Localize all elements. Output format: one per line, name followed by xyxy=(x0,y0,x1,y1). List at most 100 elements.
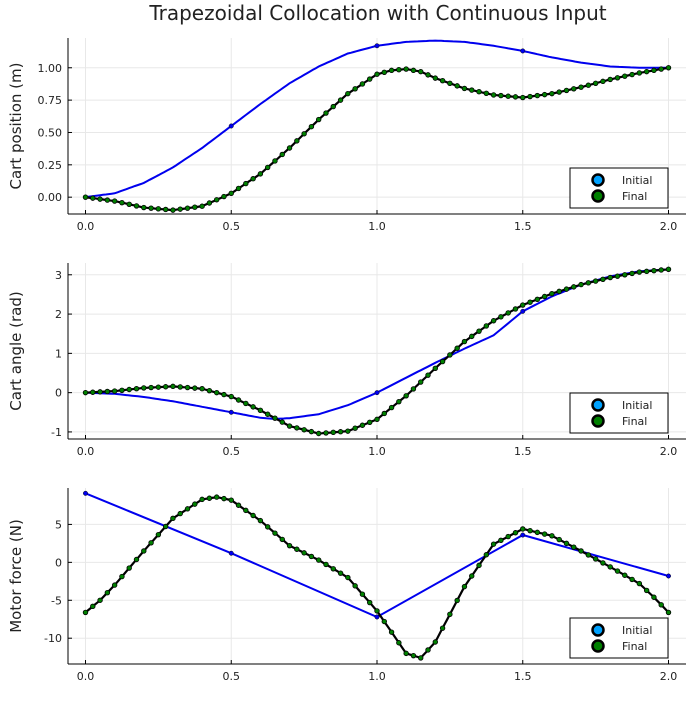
final-marker xyxy=(556,536,562,543)
final-marker xyxy=(556,288,562,295)
final-marker xyxy=(643,68,650,75)
final-marker xyxy=(359,422,366,428)
final-marker xyxy=(235,185,242,192)
final-marker xyxy=(418,655,424,661)
final-marker xyxy=(461,338,468,345)
final-marker xyxy=(403,66,409,72)
final-marker xyxy=(308,428,315,435)
final-marker xyxy=(454,83,460,89)
final-marker xyxy=(141,385,147,391)
final-marker xyxy=(381,69,387,75)
legend-initial-label: Initial xyxy=(622,624,652,637)
final-marker xyxy=(279,536,285,543)
final-marker xyxy=(585,82,592,88)
final-marker xyxy=(199,203,205,209)
y-axis-label: Cart angle (rad) xyxy=(7,291,25,410)
final-marker xyxy=(257,171,264,177)
final-marker xyxy=(520,526,526,532)
final-marker xyxy=(622,572,628,578)
final-marker xyxy=(643,268,650,275)
final-marker xyxy=(323,430,329,436)
final-marker xyxy=(257,407,264,414)
final-marker xyxy=(170,383,176,390)
final-marker xyxy=(432,639,439,645)
final-marker xyxy=(651,594,657,600)
final-marker xyxy=(345,90,351,97)
final-marker xyxy=(213,197,220,203)
final-marker xyxy=(97,389,103,395)
legend-initial-swatch xyxy=(591,173,605,187)
final-marker xyxy=(396,398,402,405)
final-marker xyxy=(600,276,606,283)
final-marker xyxy=(629,270,635,277)
final-marker xyxy=(563,87,570,94)
final-marker xyxy=(104,197,111,203)
final-marker xyxy=(549,90,555,97)
final-marker xyxy=(520,302,526,308)
final-marker xyxy=(345,428,351,434)
final-marker xyxy=(498,314,504,320)
initial-marker xyxy=(228,550,234,556)
final-marker xyxy=(636,269,643,275)
y-tick-label: -5 xyxy=(51,594,62,607)
final-marker xyxy=(396,67,402,73)
final-marker xyxy=(177,510,183,517)
final-marker xyxy=(294,546,300,552)
final-marker xyxy=(578,84,584,90)
final-marker xyxy=(549,533,555,539)
x-tick-label: 0.0 xyxy=(77,670,95,683)
final-marker xyxy=(97,597,103,603)
final-marker xyxy=(337,429,344,435)
final-marker xyxy=(330,429,336,436)
final-marker xyxy=(396,640,402,646)
final-marker xyxy=(563,540,570,547)
subplots: 0.0 0.5 1.0 1.5 2.00.000.250.500.751.00Cart … xyxy=(7,38,686,683)
legend-initial-label: Initial xyxy=(622,174,652,187)
series-final xyxy=(82,65,672,213)
series-final xyxy=(82,266,672,437)
final-marker xyxy=(549,290,555,297)
x-tick-label: 0.5 xyxy=(222,670,240,683)
legend-box xyxy=(569,167,669,209)
final-marker xyxy=(600,78,606,85)
x-tick-label: 1.0 xyxy=(368,445,386,458)
final-marker xyxy=(264,411,271,417)
final-marker xyxy=(235,502,242,508)
y-tick-label: 0.25 xyxy=(38,159,63,172)
y-axis-label: Cart position (m) xyxy=(7,63,25,190)
final-marker xyxy=(439,78,446,84)
final-marker xyxy=(578,548,584,554)
initial-marker xyxy=(374,390,380,396)
legend-final-label: Final xyxy=(622,415,647,428)
y-tick-label: -10 xyxy=(44,632,62,645)
final-marker xyxy=(126,386,132,393)
initial-marker xyxy=(520,48,526,54)
final-marker xyxy=(367,419,373,426)
series-initial xyxy=(83,490,671,620)
final-marker xyxy=(600,560,606,566)
final-marker xyxy=(352,425,358,431)
final-marker xyxy=(104,388,111,395)
final-marker xyxy=(352,86,358,92)
final-marker xyxy=(97,196,103,202)
final-marker xyxy=(162,523,169,530)
final-marker xyxy=(272,530,278,536)
final-marker xyxy=(512,530,519,536)
final-marker xyxy=(651,67,657,74)
final-marker xyxy=(192,385,198,391)
legend-initial-swatch xyxy=(591,398,605,412)
legend-box xyxy=(569,617,669,659)
final-marker xyxy=(607,564,613,570)
final-marker xyxy=(665,65,672,71)
legend-box xyxy=(569,392,669,434)
final-marker xyxy=(505,310,511,316)
final-marker xyxy=(133,203,140,209)
final-marker xyxy=(345,574,351,581)
final-marker xyxy=(111,388,118,394)
legend: Initial Final xyxy=(569,167,669,209)
y-tick-label: 3 xyxy=(55,269,62,282)
final-marker xyxy=(527,527,533,534)
subplot-3: 0.0 0.5 1.0 1.5 2.0 -10 -5 0 5 Motor force (N) Ini… xyxy=(7,488,686,683)
final-marker xyxy=(243,180,249,187)
